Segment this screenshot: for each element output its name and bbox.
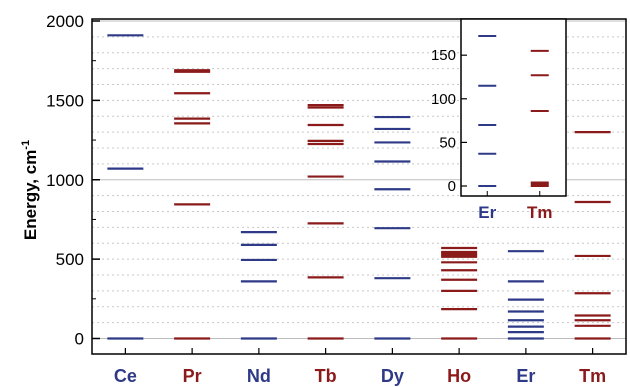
- inset-energy-levels: [478, 35, 549, 187]
- y-axis-label: Energy, cm-1: [20, 140, 40, 240]
- y-tick-label: 0: [75, 330, 84, 349]
- category-label-ce: Ce: [114, 366, 137, 386]
- category-label-ho: Ho: [447, 366, 471, 386]
- inset-y-tick-label: 50: [439, 134, 456, 151]
- category-label-pr: Pr: [183, 366, 202, 386]
- y-tick-label: 1000: [46, 171, 84, 190]
- inset-category-label-tm: Tm: [527, 203, 553, 222]
- inset-x-axis-categories: Er Tm: [478, 191, 553, 222]
- inset-y-tick-label: 150: [431, 47, 456, 64]
- y-tick-label: 500: [56, 250, 84, 269]
- category-label-tm: Tm: [579, 366, 606, 386]
- inset-y-tick-label: 0: [448, 178, 456, 195]
- category-label-dy: Dy: [381, 366, 404, 386]
- inset-frame: [460, 18, 567, 197]
- energy-levels: [107, 34, 611, 340]
- y-axis-ticks: 0 500 1000 1500 2000: [46, 12, 100, 349]
- y-tick-label: 1500: [46, 91, 84, 110]
- y-axis-label-unit-exponent: -1: [20, 140, 32, 150]
- y-tick-label: 2000: [46, 12, 84, 31]
- category-label-nd: Nd: [247, 366, 271, 386]
- category-label-tb: Tb: [315, 366, 337, 386]
- inset-chart: 0 50 100 150 Er Tm: [431, 18, 567, 222]
- x-axis-categories: Ce Pr Nd Tb Dy Ho Er Tm: [114, 348, 606, 386]
- inset-category-label-er: Er: [478, 203, 496, 222]
- inset-y-axis-ticks: 0 50 100 150: [431, 47, 467, 195]
- category-label-er: Er: [516, 366, 535, 386]
- y-axis-label-text: Energy, cm: [21, 150, 40, 240]
- plot-frame: [91, 18, 627, 355]
- inset-y-tick-label: 100: [431, 91, 456, 108]
